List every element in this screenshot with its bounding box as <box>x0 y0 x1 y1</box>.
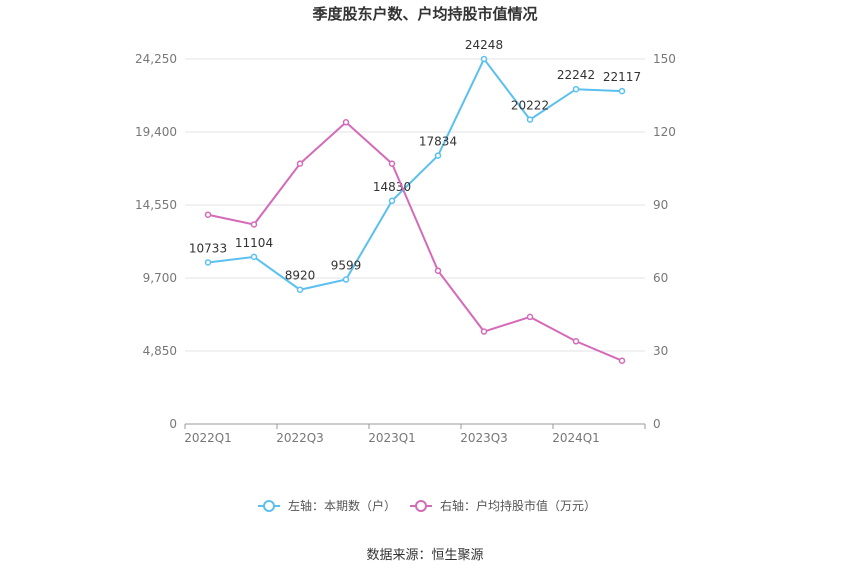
data-point <box>388 160 396 167</box>
data-point <box>572 85 580 93</box>
right-axis: 0 30 60 90 120 150 <box>653 52 676 431</box>
data-point <box>618 357 626 364</box>
x-axis: 2022Q1 2022Q3 2023Q1 2023Q3 2024Q1 <box>184 423 646 445</box>
data-point <box>250 221 258 228</box>
data-point <box>342 276 350 283</box>
data-point <box>296 160 304 167</box>
x-tick-label: 2023Q3 <box>460 431 508 445</box>
data-label: 9599 <box>331 259 362 273</box>
legend-marker <box>263 500 275 512</box>
data-point <box>526 313 534 321</box>
data-point <box>342 119 350 126</box>
data-point <box>526 116 534 123</box>
y-right-tick-label: 150 <box>653 52 676 66</box>
data-label: 22242 <box>557 68 595 82</box>
legend-label: 右轴：户均持股市值（万元） <box>440 498 596 513</box>
x-tick-label: 2022Q3 <box>276 431 324 445</box>
data-point <box>250 253 258 261</box>
data-point <box>572 338 580 345</box>
grid-lines <box>185 58 645 352</box>
y-right-tick-label: 0 <box>653 417 661 431</box>
data-point <box>296 286 304 293</box>
y-right-tick-label: 30 <box>653 344 668 358</box>
y-left-tick-label: 14,550 <box>135 198 177 212</box>
y-left-tick-label: 24,250 <box>135 52 177 66</box>
data-point <box>434 267 442 274</box>
data-point <box>204 211 212 218</box>
y-right-tick-label: 90 <box>653 198 668 212</box>
x-tick-label: 2024Q1 <box>552 431 600 445</box>
data-point <box>480 328 488 335</box>
left-axis: 0 4,850 9,700 14,550 19,400 24,250 <box>135 52 177 431</box>
data-point <box>204 259 212 266</box>
y-left-tick-label: 4,850 <box>143 344 177 358</box>
x-tick-label: 2022Q1 <box>184 431 232 445</box>
x-tick-label: 2023Q1 <box>368 431 416 445</box>
y-left-tick-label: 19,400 <box>135 125 177 139</box>
data-label: 10733 <box>189 241 227 255</box>
holders-count-line <box>207 57 623 291</box>
data-label: 8920 <box>285 269 316 283</box>
y-right-tick-label: 120 <box>653 125 676 139</box>
data-point <box>388 197 396 205</box>
chart-title: 季度股东户数、户均持股市值情况 <box>312 5 537 23</box>
data-label: 14830 <box>373 180 411 194</box>
y-left-tick-label: 0 <box>169 417 177 431</box>
data-point <box>480 55 488 63</box>
data-label: 17834 <box>419 135 457 149</box>
legend-label: 左轴：本期数（户） <box>288 498 396 513</box>
series-layer: 10733 11104 8920 9599 14830 17834 24248 20222 22… <box>189 38 641 364</box>
data-point <box>618 87 626 95</box>
data-label: 11104 <box>235 236 273 250</box>
data-point <box>434 152 442 159</box>
avg-holding-value-line <box>207 120 623 362</box>
data-label: 20222 <box>511 99 549 113</box>
source-note: 数据来源：恒生聚源 <box>366 548 483 563</box>
y-right-tick-label: 60 <box>653 271 668 285</box>
legend-marker <box>415 500 427 512</box>
data-label: 24248 <box>465 38 503 52</box>
legend[interactable]: 左轴：本期数（户） 右轴：户均持股市值（万元） <box>258 498 596 513</box>
y-left-tick-label: 9,700 <box>143 271 177 285</box>
data-label: 22117 <box>603 70 641 84</box>
